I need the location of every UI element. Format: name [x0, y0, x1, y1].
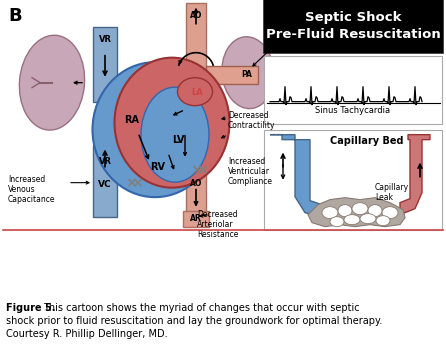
- Ellipse shape: [352, 203, 368, 215]
- Bar: [264, 130, 442, 230]
- Text: RV: RV: [150, 162, 165, 172]
- Text: Increased
Ventricular
Compliance: Increased Ventricular Compliance: [228, 157, 273, 187]
- Ellipse shape: [330, 217, 344, 227]
- Text: VR: VR: [99, 34, 112, 44]
- Text: Decreased
Contractility: Decreased Contractility: [228, 111, 276, 130]
- Ellipse shape: [338, 205, 352, 217]
- Bar: [93, 145, 117, 217]
- Text: Figure 5.: Figure 5.: [6, 303, 55, 313]
- Text: PA: PA: [242, 70, 252, 79]
- Ellipse shape: [92, 62, 218, 197]
- Text: Capillary Bed: Capillary Bed: [330, 136, 404, 146]
- Text: Capillary
Leak: Capillary Leak: [375, 183, 409, 202]
- Ellipse shape: [360, 214, 376, 224]
- Bar: [264, 56, 442, 124]
- Bar: [183, 211, 209, 227]
- Bar: [93, 26, 117, 102]
- Text: Septic Shock
Pre-Fluid Resuscitation: Septic Shock Pre-Fluid Resuscitation: [266, 11, 440, 41]
- Ellipse shape: [382, 207, 398, 219]
- Text: VC: VC: [98, 180, 112, 189]
- Ellipse shape: [115, 58, 230, 188]
- Text: Sinus Tachycardia: Sinus Tachycardia: [315, 106, 391, 115]
- Text: Courtesy R. Phillip Dellinger, MD.: Courtesy R. Phillip Dellinger, MD.: [6, 329, 168, 339]
- FancyBboxPatch shape: [263, 0, 443, 53]
- Bar: [206, 66, 258, 83]
- Bar: [186, 3, 206, 71]
- Text: LA: LA: [191, 88, 203, 97]
- Text: AO: AO: [190, 11, 202, 20]
- Text: shock prior to fluid resuscitation and lay the groundwork for optimal therapy.: shock prior to fluid resuscitation and l…: [6, 316, 382, 326]
- Ellipse shape: [322, 207, 338, 219]
- Ellipse shape: [178, 78, 212, 106]
- Ellipse shape: [19, 35, 85, 130]
- Text: This cartoon shows the myriad of changes that occur with septic: This cartoon shows the myriad of changes…: [43, 303, 359, 313]
- Text: LV: LV: [172, 135, 184, 145]
- Text: Decreased
Arteriolar
Resistance: Decreased Arteriolar Resistance: [197, 210, 238, 240]
- Text: Increased
PVR: Increased PVR: [265, 34, 302, 54]
- Text: B: B: [8, 7, 21, 25]
- Ellipse shape: [344, 215, 360, 225]
- Text: AO: AO: [190, 179, 202, 188]
- Ellipse shape: [376, 216, 390, 226]
- Polygon shape: [270, 135, 322, 218]
- Polygon shape: [308, 198, 405, 227]
- Text: Increased
Venous
Capacitance: Increased Venous Capacitance: [8, 175, 55, 204]
- Text: AR: AR: [190, 214, 202, 223]
- Bar: [186, 165, 206, 213]
- Text: RA: RA: [124, 115, 140, 125]
- Text: VR: VR: [99, 157, 112, 166]
- Ellipse shape: [141, 87, 209, 182]
- Ellipse shape: [368, 205, 382, 217]
- Polygon shape: [400, 135, 430, 215]
- Ellipse shape: [222, 37, 274, 109]
